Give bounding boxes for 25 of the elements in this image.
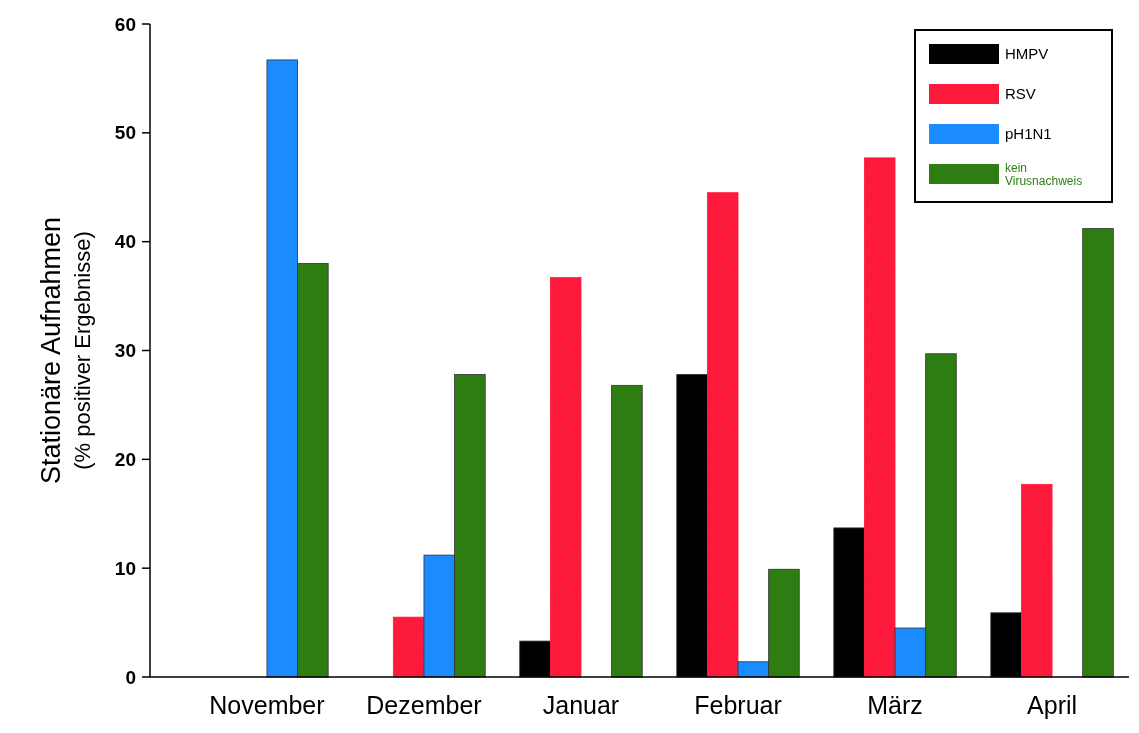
x-tick-label: Februar	[694, 691, 782, 719]
bar	[864, 157, 896, 678]
bar	[549, 277, 582, 678]
x-tick-label: April	[1027, 691, 1078, 719]
text: kein Virusnachweis	[1005, 161, 1083, 188]
y-tick-label: 30	[114, 340, 136, 362]
y-tick-label: 50	[114, 122, 136, 144]
x-tick-label: März	[867, 691, 923, 719]
bar	[611, 384, 643, 678]
y-tick-label: 0	[125, 666, 136, 688]
x-tick-label: Januar	[542, 691, 620, 719]
x-tick-label: Dezember	[366, 691, 482, 719]
x-tick-label: November	[209, 691, 325, 719]
legend-label: pH1N1	[1005, 125, 1052, 142]
bar	[392, 616, 425, 678]
legend-label: RSV	[1005, 85, 1036, 102]
y-tick-label: 60	[114, 13, 136, 35]
y-tick-label: 10	[114, 557, 136, 579]
y-tick-label: 20	[114, 448, 136, 470]
legend-label: HMPV	[1005, 45, 1049, 62]
bar	[1082, 228, 1114, 678]
bar	[1021, 483, 1053, 678]
y-axis-title: Stationäre Aufnahmen (% positiver Ergebnisse)	[36, 216, 95, 485]
bar	[706, 192, 739, 678]
y-tick-label: 40	[114, 231, 136, 253]
